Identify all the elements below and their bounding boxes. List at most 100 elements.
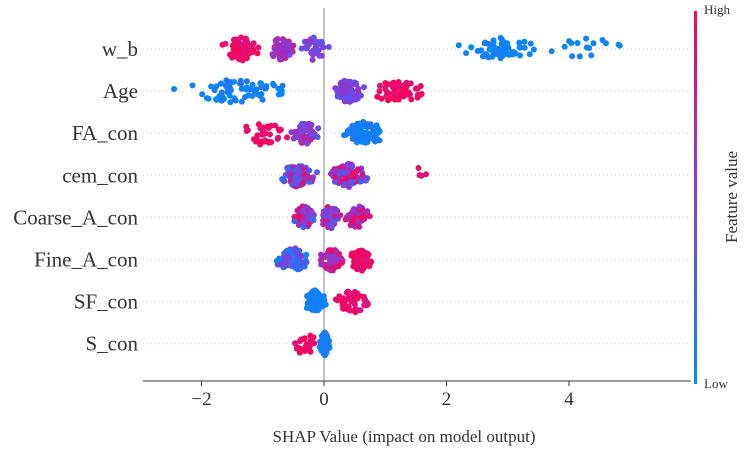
shap-dot	[298, 336, 305, 343]
shap-dot	[417, 83, 424, 89]
shap-dot	[304, 126, 311, 133]
shap-dot	[295, 222, 302, 228]
shap-dot	[353, 81, 360, 88]
x-tick-label: 2	[442, 389, 452, 410]
x-axis-title: SHAP Value (impact on model output)	[272, 427, 535, 446]
shap-dot	[289, 181, 296, 188]
shap-dot	[385, 90, 392, 97]
shap-dot	[249, 81, 256, 88]
shap-dot	[348, 252, 355, 259]
shap-dot	[418, 172, 425, 179]
shap-dot	[218, 89, 225, 96]
shap-dot	[322, 330, 329, 337]
shap-dot	[310, 217, 317, 224]
shap-dot	[351, 288, 358, 295]
shap-dot	[478, 47, 485, 54]
shap-dot	[479, 53, 486, 60]
shap-dot	[343, 289, 350, 296]
shap-dot	[389, 95, 396, 102]
shap-dot	[306, 37, 313, 44]
shap-dot	[243, 35, 250, 42]
shap-dot	[352, 223, 359, 230]
shap-dot	[271, 82, 277, 89]
shap-dot	[325, 44, 332, 50]
shap-dot	[308, 121, 315, 128]
shap-dot	[301, 214, 307, 221]
shap-dot	[325, 252, 332, 259]
shap-dot	[281, 45, 288, 52]
shap-dot	[347, 79, 353, 86]
shap-dot	[341, 95, 348, 102]
shap-dot	[264, 123, 271, 130]
shap-dots	[171, 34, 623, 359]
shap-dot	[468, 44, 475, 51]
shap-dot	[266, 131, 273, 138]
shap-dot	[505, 44, 512, 51]
shap-dot	[396, 90, 403, 97]
shap-dot	[590, 40, 597, 47]
shap-dot	[361, 84, 367, 91]
shap-dot	[332, 247, 339, 254]
shap-dot	[494, 51, 501, 58]
shap-dot	[243, 128, 250, 134]
shap-dot	[346, 182, 353, 189]
shap-dot	[403, 79, 410, 86]
shap-dot	[616, 42, 623, 49]
shap-dot	[341, 299, 348, 306]
shap-dot	[257, 139, 264, 146]
shap-dot	[243, 78, 250, 85]
shap-dot	[332, 168, 339, 175]
shap-dot	[583, 44, 590, 51]
feature-label: w_b	[102, 37, 138, 61]
shap-dot	[599, 37, 606, 43]
shap-dot	[315, 125, 322, 132]
shap-dot	[253, 86, 260, 93]
shap-dot	[232, 97, 239, 104]
shap-dot	[356, 307, 363, 314]
shap-dot	[307, 136, 314, 143]
x-tick-label: 0	[319, 389, 329, 410]
shap-dot	[412, 85, 419, 92]
shap-dot	[293, 249, 300, 256]
shap-dot	[337, 179, 344, 186]
shap-dot	[245, 92, 252, 99]
shap-dot	[345, 95, 352, 102]
shap-dot	[569, 53, 576, 60]
shap-dot	[284, 166, 291, 172]
shap-dot	[352, 259, 359, 266]
shap-dot	[390, 90, 397, 96]
colorbar-title: Feature value	[722, 151, 741, 243]
shap-dot	[506, 51, 512, 58]
shap-dot	[189, 82, 196, 89]
shap-dot	[287, 261, 294, 268]
shap-dot	[588, 52, 595, 59]
shap-dot	[226, 92, 233, 99]
colorbar-high-label: High	[704, 2, 731, 17]
shap-dot	[497, 34, 504, 41]
feature-row-guides	[143, 48, 691, 345]
shap-dot	[490, 40, 497, 46]
shap-dot	[298, 129, 305, 136]
shap-dot	[211, 87, 218, 94]
feature-label: Fine_A_con	[34, 248, 138, 272]
feature-label: S_con	[86, 332, 139, 356]
shap-dot	[374, 130, 381, 137]
shap-dot	[408, 96, 415, 103]
shap-dot	[527, 40, 534, 47]
shap-dot	[306, 167, 313, 174]
shap-dot	[406, 91, 413, 98]
shap-dot	[238, 98, 245, 105]
shap-dot	[263, 85, 270, 91]
shap-dot	[349, 163, 356, 170]
shap-dot	[361, 302, 368, 309]
shap-dot	[318, 251, 324, 258]
shap-dot	[294, 256, 301, 263]
shap-dot	[227, 51, 233, 58]
shap-dot	[339, 259, 345, 266]
shap-dot	[331, 213, 338, 220]
shap-dot	[305, 211, 312, 218]
shap-dot	[304, 342, 311, 349]
colorbar-low-label: Low	[704, 376, 728, 391]
shap-dot	[292, 174, 299, 180]
